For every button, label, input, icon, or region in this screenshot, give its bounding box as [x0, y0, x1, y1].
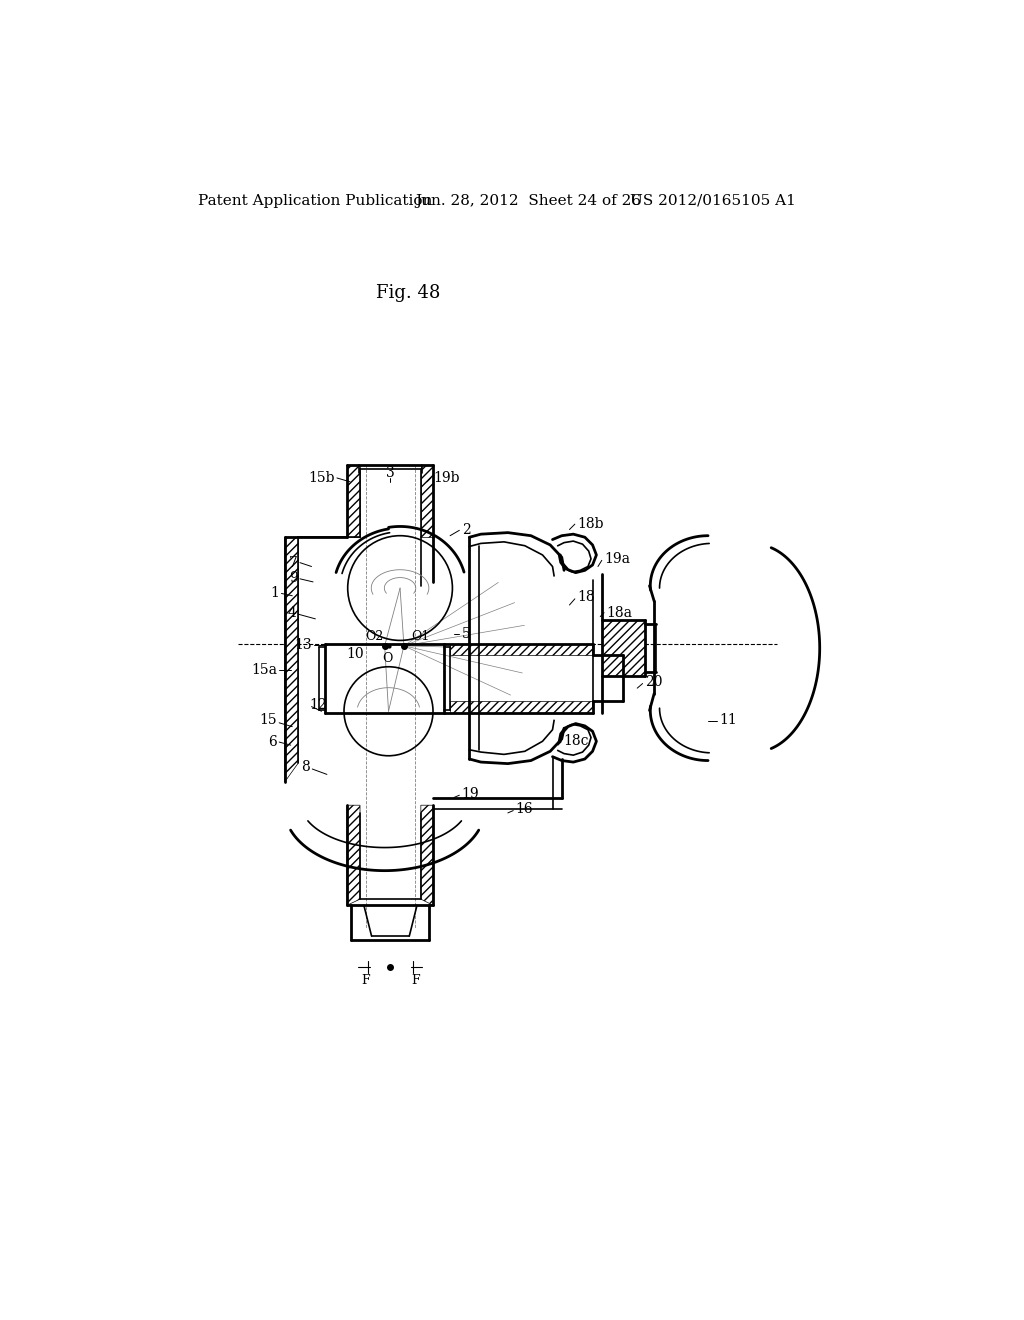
Polygon shape: [285, 537, 298, 781]
Text: 10: 10: [346, 647, 364, 660]
Polygon shape: [451, 701, 593, 713]
Text: 7: 7: [289, 556, 298, 570]
Text: Patent Application Publication: Patent Application Publication: [199, 194, 433, 207]
Text: Fig. 48: Fig. 48: [376, 284, 440, 302]
Text: O1: O1: [412, 630, 430, 643]
Text: 19a: 19a: [604, 552, 630, 566]
Text: Jun. 28, 2012  Sheet 24 of 26: Jun. 28, 2012 Sheet 24 of 26: [416, 194, 642, 207]
Text: 12: 12: [309, 698, 327, 711]
Text: 15: 15: [259, 714, 276, 727]
Text: 8: 8: [301, 760, 310, 774]
Text: 13: 13: [294, 638, 311, 652]
Text: 19: 19: [462, 787, 479, 801]
Text: 6: 6: [268, 735, 276, 748]
Text: 18a: 18a: [606, 606, 633, 619]
Text: 18: 18: [578, 590, 595, 605]
Text: US 2012/0165105 A1: US 2012/0165105 A1: [630, 194, 796, 207]
Polygon shape: [347, 465, 360, 537]
Text: 9: 9: [289, 572, 298, 585]
Text: 16: 16: [515, 803, 534, 816]
Text: 5: 5: [462, 627, 470, 642]
Polygon shape: [421, 465, 433, 537]
Polygon shape: [602, 620, 645, 676]
Text: 15b: 15b: [308, 471, 335, 484]
Polygon shape: [421, 805, 433, 906]
Polygon shape: [451, 644, 593, 655]
Text: 2: 2: [462, 523, 470, 537]
Text: 18c: 18c: [563, 734, 589, 747]
Text: 18b: 18b: [578, 517, 604, 531]
Text: F: F: [412, 974, 420, 987]
Text: 1: 1: [270, 586, 280, 601]
Text: F: F: [361, 974, 370, 987]
Text: O2: O2: [365, 630, 383, 643]
Text: O: O: [382, 652, 392, 665]
Text: 19b: 19b: [433, 471, 460, 484]
Text: 15a: 15a: [251, 664, 276, 677]
Polygon shape: [347, 805, 360, 906]
Text: 11: 11: [720, 714, 737, 727]
Text: 4: 4: [288, 606, 296, 619]
Text: 3: 3: [386, 466, 394, 479]
Text: 20: 20: [645, 675, 663, 689]
